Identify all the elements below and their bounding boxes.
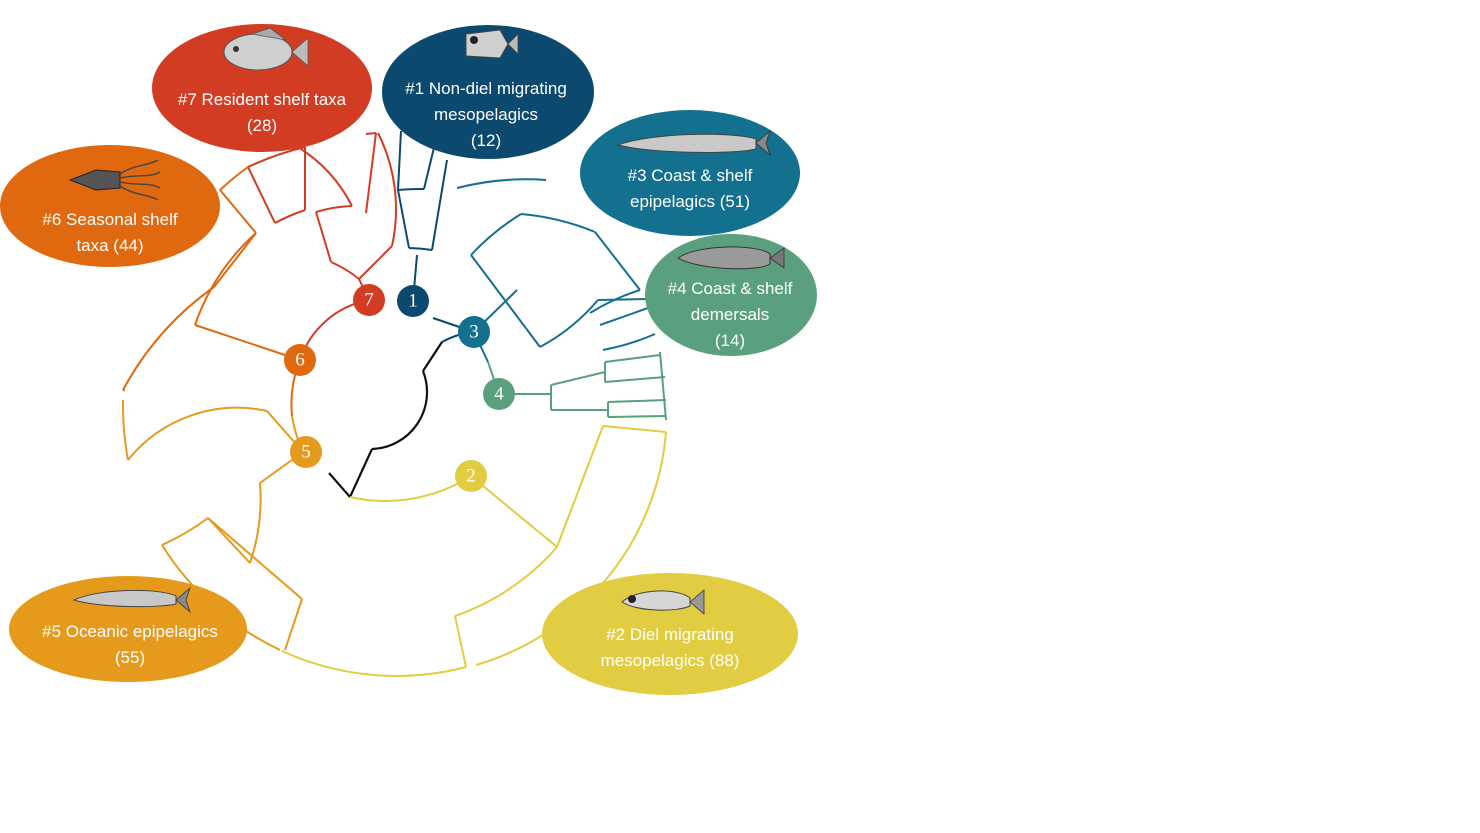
lanternfish-icon bbox=[621, 589, 705, 615]
squid-icon bbox=[68, 159, 161, 201]
node-2: 2 bbox=[455, 460, 487, 492]
herring-icon bbox=[72, 586, 191, 614]
cluster-7-bubble: #7 Resident shelf taxa (28) bbox=[152, 24, 372, 152]
svg-text:1: 1 bbox=[408, 291, 418, 312]
svg-text:7: 7 bbox=[364, 290, 374, 311]
svg-text:2: 2 bbox=[466, 466, 476, 487]
svg-text:demersals: demersals bbox=[691, 305, 769, 324]
svg-text:mesopelagics: mesopelagics bbox=[434, 105, 538, 124]
svg-text:#4 Coast & shelf: #4 Coast & shelf bbox=[668, 279, 793, 298]
svg-text:(14): (14) bbox=[715, 331, 745, 350]
root-branches bbox=[328, 341, 443, 498]
svg-text:#5 Oceanic epipelagics: #5 Oceanic epipelagics bbox=[42, 622, 218, 641]
clade-7-branches bbox=[247, 132, 397, 361]
cluster-2-bubble: #2 Diel migrating mesopelagics (88) bbox=[542, 573, 798, 695]
cluster-1-bubble: #1 Non-diel migrating mesopelagics (12) bbox=[382, 25, 594, 159]
cluster-6-bubble: #6 Seasonal shelf taxa (44) bbox=[0, 145, 220, 267]
saury-icon bbox=[616, 129, 771, 157]
cluster-3-bubble: #3 Coast & shelf epipelagics (51) bbox=[580, 110, 800, 236]
svg-text:epipelagics (51): epipelagics (51) bbox=[630, 192, 750, 211]
svg-text:#6 Seasonal shelf: #6 Seasonal shelf bbox=[42, 210, 177, 229]
svg-text:taxa (44): taxa (44) bbox=[76, 236, 143, 255]
sunfish-icon bbox=[223, 27, 309, 71]
svg-text:(28): (28) bbox=[247, 116, 277, 135]
hatchetfish-icon bbox=[465, 29, 519, 59]
svg-text:#7 Resident shelf taxa: #7 Resident shelf taxa bbox=[178, 90, 347, 109]
svg-text:3: 3 bbox=[469, 322, 479, 343]
svg-text:mesopelagics (88): mesopelagics (88) bbox=[601, 651, 740, 670]
node-4: 4 bbox=[483, 378, 515, 410]
node-1: 1 bbox=[397, 285, 429, 317]
cluster-5-bubble: #5 Oceanic epipelagics (55) bbox=[9, 576, 247, 682]
svg-text:#2 Diel migrating: #2 Diel migrating bbox=[606, 625, 734, 644]
cluster-4-bubble: #4 Coast & shelf demersals (14) bbox=[645, 234, 817, 356]
svg-text:6: 6 bbox=[295, 350, 305, 371]
svg-text:(55): (55) bbox=[115, 648, 145, 667]
node-3: 3 bbox=[458, 316, 490, 348]
svg-text:#3 Coast & shelf: #3 Coast & shelf bbox=[628, 166, 753, 185]
node-5: 5 bbox=[290, 436, 322, 468]
node-6: 6 bbox=[284, 344, 316, 376]
svg-text:4: 4 bbox=[494, 384, 504, 405]
clade-4-branches bbox=[487, 351, 667, 421]
svg-text:5: 5 bbox=[301, 442, 311, 463]
cod-icon bbox=[677, 246, 785, 270]
svg-text:#1 Non-diel migrating: #1 Non-diel migrating bbox=[405, 79, 567, 98]
node-7: 7 bbox=[353, 284, 385, 316]
svg-text:(12): (12) bbox=[471, 131, 501, 150]
